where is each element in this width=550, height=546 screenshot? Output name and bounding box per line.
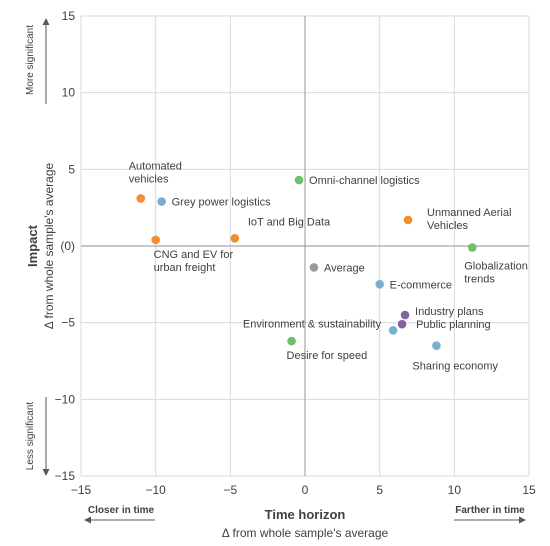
point-label: Public planning — [416, 319, 491, 331]
x-tick-label: −5 — [223, 483, 237, 497]
data-point — [230, 234, 240, 243]
axes — [81, 16, 529, 476]
point-label: E-commerce — [390, 279, 452, 291]
point-label: CNG and EV for urban freight — [154, 249, 234, 274]
data-point — [467, 243, 477, 252]
x-tick-label: −10 — [145, 483, 166, 497]
data-point — [309, 263, 319, 272]
data-point — [287, 336, 296, 346]
point-label: Average — [324, 262, 365, 274]
x-tick-label: −15 — [71, 483, 92, 497]
data-point — [388, 326, 398, 335]
data-point — [400, 310, 410, 320]
annotation-farther-in-time: Farther in time — [455, 505, 525, 516]
point-label: Environment & sustainability — [243, 318, 382, 330]
y-tick-label: 15 — [62, 9, 76, 23]
x-tick-label: 5 — [376, 483, 383, 497]
data-points — [136, 175, 477, 350]
point-labels: Automated vehicles Grey power logistics CNG… — [129, 160, 528, 372]
point-label: Unmanned Aerial Vehicles — [427, 207, 511, 232]
x-tick-label: 15 — [522, 483, 536, 497]
annotation-less-significant: Less significant — [25, 402, 36, 471]
y-axis-title: Impact — [25, 224, 40, 267]
y-tick-label: 5 — [68, 162, 75, 176]
point-label: Sharing economy — [412, 361, 498, 373]
data-point — [157, 197, 166, 206]
arrow-left-icon — [84, 516, 155, 524]
point-label: IoT and Big Data — [248, 216, 331, 228]
tick-labels: −15 −10 −5 0 5 10 15 −15 −10 −5 (0) 5 10 15 — [55, 9, 536, 497]
y-tick-label: −10 — [55, 392, 76, 406]
arrow-up-icon — [42, 18, 50, 104]
data-point — [136, 194, 146, 203]
y-tick-label: (0) — [60, 239, 75, 253]
y-tick-label: −15 — [55, 469, 76, 483]
data-point — [151, 235, 160, 245]
arrow-down-icon — [42, 397, 50, 476]
x-tick-label: 0 — [302, 483, 309, 497]
data-point — [432, 341, 441, 350]
y-tick-label: 10 — [62, 86, 76, 100]
point-label: Omni-channel logistics — [309, 175, 420, 187]
data-point — [397, 319, 407, 329]
point-label: Grey power logistics — [172, 197, 272, 209]
arrow-right-icon — [454, 516, 526, 524]
x-axis-subtitle: Δ from whole sample's average — [222, 526, 389, 540]
y-tick-label: −5 — [61, 316, 75, 330]
data-point — [403, 215, 413, 225]
y-axis-subtitle: Δ from whole sample's average — [42, 162, 56, 329]
point-label: Automated vehicles — [129, 160, 182, 185]
annotation-closer-in-time: Closer in time — [88, 505, 155, 516]
annotation-more-significant: More significant — [25, 25, 36, 95]
point-label: Desire for speed — [287, 350, 368, 362]
point-label: Industry plans — [415, 306, 484, 318]
x-axis-title: Time horizon — [265, 507, 346, 522]
x-tick-label: 10 — [448, 483, 462, 497]
data-point — [294, 175, 304, 185]
data-point — [375, 280, 384, 289]
point-label: Globalization trends — [464, 261, 528, 286]
